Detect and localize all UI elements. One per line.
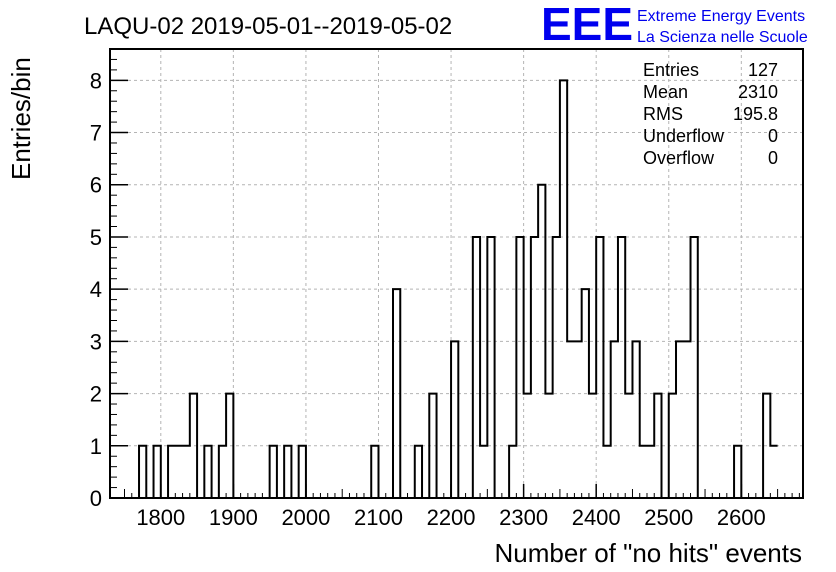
y-tick-label: 7 <box>90 121 102 146</box>
x-tick-label: 2000 <box>281 505 330 530</box>
x-tick-label: 2100 <box>354 505 403 530</box>
x-tick-label: 2200 <box>427 505 476 530</box>
stats-value: 2310 <box>738 82 778 102</box>
stats-label: Underflow <box>643 126 725 146</box>
x-tick-label: 2600 <box>717 505 766 530</box>
stats-value: 0 <box>768 126 778 146</box>
y-axis-label: Entries/bin <box>6 57 36 180</box>
x-tick-label: 2300 <box>499 505 548 530</box>
chart-title: LAQU-02 2019-05-01--2019-05-02 <box>84 13 452 40</box>
y-tick-label: 3 <box>90 329 102 354</box>
stats-label: Mean <box>643 82 688 102</box>
brand-line-1: Extreme Energy Events <box>637 8 805 25</box>
grid-lines <box>110 49 803 498</box>
y-tick-label: 5 <box>90 225 102 250</box>
stats-label: RMS <box>643 104 683 124</box>
x-axis-label: Number of "no hits" events <box>495 538 803 568</box>
eee-logo-text: EEE <box>541 0 633 50</box>
y-tick-label: 1 <box>90 434 102 459</box>
plot-frame <box>109 48 804 499</box>
y-tick-label: 2 <box>90 382 102 407</box>
y-tick-labels: 0 1 2 3 4 5 6 7 8 <box>90 68 102 511</box>
stats-label: Overflow <box>643 148 715 168</box>
stats-value: 0 <box>768 148 778 168</box>
brand-line-2: La Scienza nelle Scuole <box>637 29 808 46</box>
x-tick-label: 1900 <box>209 505 258 530</box>
x-tick-label: 2500 <box>644 505 693 530</box>
y-tick-label: 6 <box>90 173 102 198</box>
stats-label: Entries <box>643 60 699 80</box>
axis-ticks <box>110 58 800 499</box>
stats-value: 195.8 <box>733 104 778 124</box>
eee-logo: EEE Extreme Energy Events La Scienza nel… <box>541 0 808 50</box>
x-tick-label: 1800 <box>136 505 185 530</box>
y-tick-label: 4 <box>90 277 102 302</box>
y-tick-label: 0 <box>90 486 102 511</box>
stats-box: Entries 127 Mean 2310 RMS 195.8 Underflow 0 Over… <box>643 60 778 168</box>
x-tick-labels: 1800 1900 2000 2100 2200 2300 2400 2500 2600 <box>136 505 765 530</box>
x-tick-label: 2400 <box>572 505 621 530</box>
y-tick-label: 8 <box>90 68 102 93</box>
stats-value: 127 <box>748 60 778 80</box>
